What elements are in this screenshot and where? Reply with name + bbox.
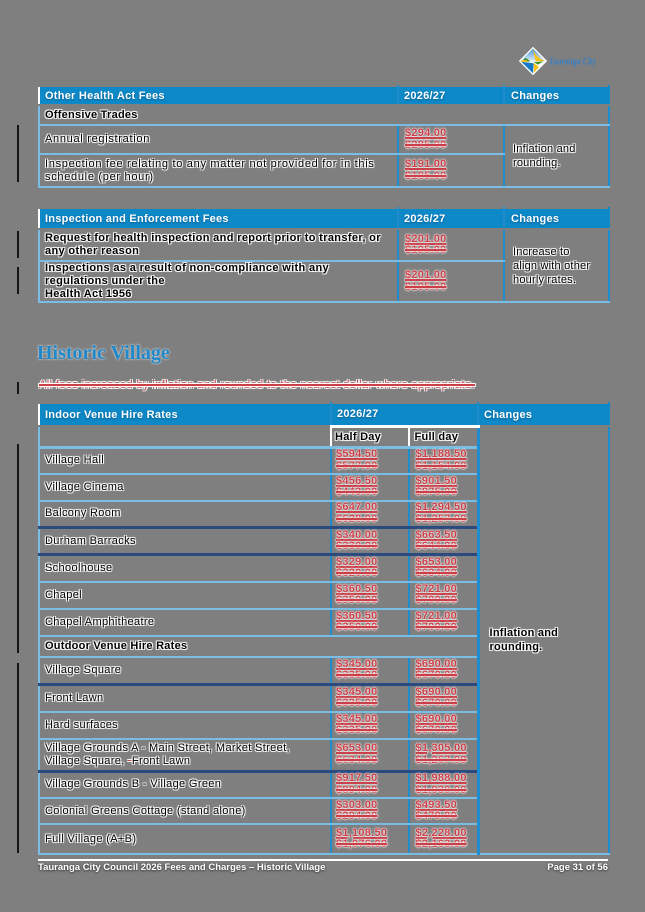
svg-text:Tauranga City: Tauranga City [549,57,596,68]
